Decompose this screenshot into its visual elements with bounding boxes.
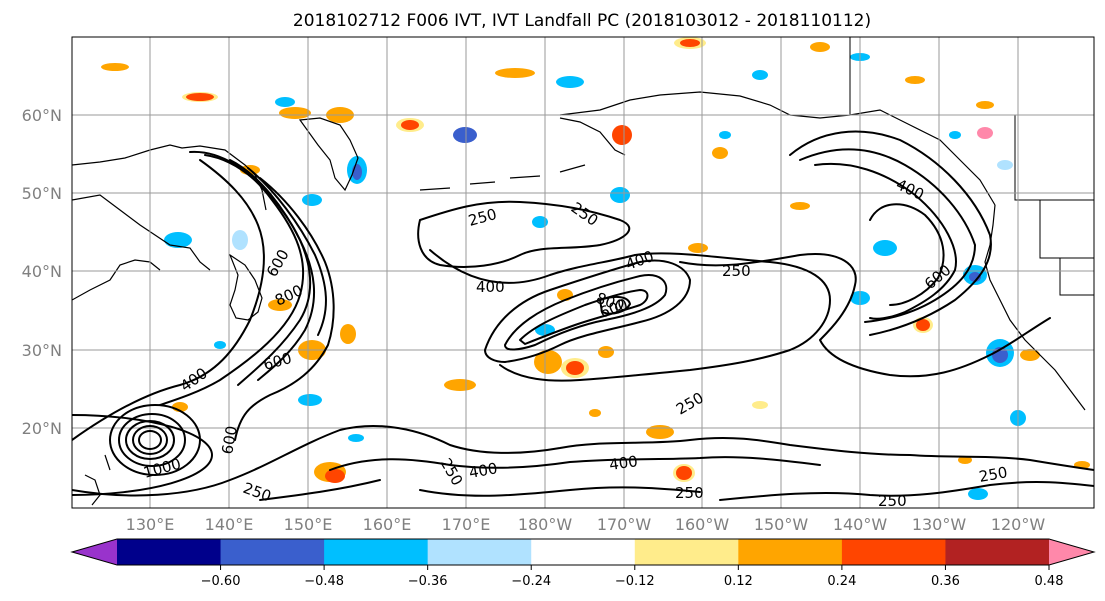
- lon-label: 150°W: [754, 515, 809, 534]
- lat-label-40n: 40°N: [22, 262, 62, 281]
- lon-label: 140°E: [205, 515, 254, 534]
- colorbar: −0.60 −0.48 −0.36 −0.24 −0.12 0.12 0.24 0.36 0.4…: [70, 538, 1096, 589]
- contour-label: 250: [675, 484, 704, 502]
- contour-label: 400: [608, 452, 639, 474]
- lon-label: 170°E: [442, 515, 491, 534]
- map-panel: 250 250 250 250 250 250 250 250 400 400 …: [72, 37, 1094, 510]
- colorbar-segment: [634, 539, 739, 565]
- lon-label: 170°W: [597, 515, 652, 534]
- lat-label-30n: 30°N: [22, 341, 62, 360]
- lon-label: 180°W: [518, 515, 573, 534]
- colorbar-tick-label: 0.24: [827, 574, 856, 589]
- lon-label: 130°W: [912, 515, 967, 534]
- lon-label: 160°W: [675, 515, 730, 534]
- contour-label: 250: [978, 463, 1009, 486]
- longitude-labels: 130°E 140°E 150°E 160°E 170°E 180°W 170°…: [126, 515, 1046, 534]
- lon-label: 160°E: [363, 515, 412, 534]
- colorbar-segment: [427, 539, 532, 565]
- lon-label: 130°E: [126, 515, 175, 534]
- ivt-contours: [72, 130, 1094, 501]
- latitude-labels: 60°N 50°N 40°N 30°N 20°N: [22, 106, 62, 438]
- colorbar-tick-label: 0.36: [931, 574, 960, 589]
- lat-label-50n: 50°N: [22, 184, 62, 203]
- colorbar-segment: [738, 539, 843, 565]
- colorbar-segment: [324, 539, 429, 565]
- contour-label: 400: [476, 278, 505, 296]
- colorbar-tick-label: −0.36: [408, 574, 448, 589]
- colorbar-tick-label: −0.60: [201, 574, 241, 589]
- colorbar-extend-low: [72, 539, 117, 565]
- contour-label: 400: [468, 459, 499, 482]
- colorbar-tick-label: −0.48: [304, 574, 344, 589]
- colorbar-segments: [72, 539, 1094, 565]
- contour-label: 250: [722, 262, 751, 280]
- colorbar-tick-label: −0.12: [615, 574, 655, 589]
- colorbar-tick-label: 0.12: [724, 574, 753, 589]
- lat-label-20n: 20°N: [22, 419, 62, 438]
- colorbar-segment: [220, 539, 325, 565]
- lon-label: 150°E: [284, 515, 333, 534]
- colorbar-ticks: −0.60 −0.48 −0.36 −0.24 −0.12 0.12 0.24 0.36 0.4…: [201, 565, 1064, 589]
- graticule: [72, 37, 1094, 508]
- colorbar-segment: [117, 539, 222, 565]
- map-frame: [71, 36, 1095, 509]
- figure-title: 2018102712 F006 IVT, IVT Landfall PC (20…: [293, 11, 871, 31]
- lon-label: 120°W: [991, 515, 1046, 534]
- colorbar-segment: [531, 539, 636, 565]
- colorbar-outline: [70, 538, 1096, 566]
- colorbar-tick-label: −0.24: [511, 574, 551, 589]
- colorbar-extend-high: [1049, 539, 1094, 565]
- colorbar-segment: [841, 539, 946, 565]
- colorbar-segment: [945, 539, 1050, 565]
- contour-label: 600: [218, 424, 241, 455]
- lat-label-60n: 60°N: [22, 106, 62, 125]
- colorbar-tick-label: 0.48: [1035, 574, 1064, 589]
- lon-label: 140°W: [833, 515, 888, 534]
- contour-label: 250: [878, 492, 907, 510]
